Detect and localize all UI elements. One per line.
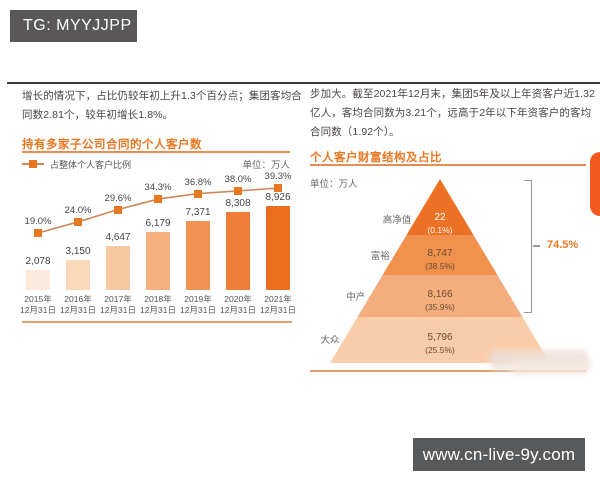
pyramid-chart-bottom-rule — [310, 370, 586, 372]
trend-point-label: 34.3% — [144, 182, 172, 194]
trend-marker — [274, 184, 282, 192]
trend-point-label: 29.6% — [104, 192, 132, 204]
trend-marker — [154, 195, 162, 204]
pyramid-chart-title: 个人客户财富结构及占比 — [310, 152, 442, 164]
pyramid-tier — [357, 275, 523, 317]
x-axis-label: 2015年 12月31日 — [20, 294, 56, 315]
paragraph-line: 增长的情况下，占比仍较年初上升1.3个百分点；集团客均合 — [22, 90, 302, 102]
bar — [266, 206, 290, 290]
trend-marker — [194, 189, 202, 198]
trend-point-label: 19.0% — [24, 216, 52, 227]
bar-value-label: 8,308 — [225, 198, 251, 209]
bar-value-label: 4,647 — [105, 232, 131, 243]
blurred-watermark — [510, 360, 590, 374]
bar-chart-bottom-rule — [22, 321, 292, 323]
pyramid-category-label: 大众 — [320, 335, 340, 346]
paragraph-line: 步加大。截至2021年12月末，集团5年及以上年资客户近1.32 — [310, 88, 596, 100]
trend-line — [37, 187, 279, 234]
legend-label: 占整体个人客户比例 — [50, 159, 132, 170]
pyramid-tier-label: 8,747 (38.5%) — [425, 248, 455, 271]
page-top-rule — [7, 82, 600, 84]
x-axis-label: 2020年 12月31日 — [220, 294, 256, 315]
x-axis-label: 2019年 12月31日 — [180, 294, 216, 315]
bar — [66, 260, 90, 290]
line-legend-icon — [22, 160, 44, 168]
x-axis-label: 2017年 12月31日 — [100, 294, 136, 315]
bar — [146, 232, 170, 290]
bar-chart-title-rule — [22, 151, 290, 153]
pyramid-tier-label: 22 (0.1%) — [427, 212, 453, 235]
trend-marker — [114, 205, 122, 214]
bar-value-label: 3,150 — [65, 246, 91, 257]
bar-value-label: 8,926 — [265, 192, 291, 203]
trend-point-label: 24.0% — [64, 204, 92, 216]
right-paragraph: 步加大。截至2021年12月末，集团5年及以上年资客户近1.32 亿人，客均合同… — [310, 85, 596, 142]
website-watermark-bar: www.cn-live-9y.com — [413, 438, 585, 471]
pyramid-category-label: 高净值 — [382, 215, 412, 226]
x-axis-label: 2016年 12月31日 — [60, 294, 96, 315]
pyramid-category-label: 富裕 — [370, 251, 390, 262]
bar — [186, 221, 210, 290]
bar — [26, 270, 50, 290]
bar-value-label: 2,078 — [25, 256, 51, 267]
pyramid-chart-title-rule — [310, 164, 586, 166]
bar-chart-legend-row: 占整体个人客户比例 单位：万人 — [22, 157, 290, 171]
bar — [106, 246, 130, 290]
wealth-pyramid: 22 (0.1%) 高净值 8,747 (38.5%) 富裕 8,166 (35.9%) 中产 5… — [321, 179, 550, 363]
bar-chart-unit-label: 单位：万人 — [242, 160, 290, 171]
paragraph-line: 同数2.81个，较年初增长1.8%。 — [22, 109, 174, 121]
trend-marker — [34, 229, 42, 237]
x-axis-label: 2021年 12月31日 — [260, 294, 296, 315]
trend-point-label: 36.8% — [184, 176, 212, 188]
pyramid-bracket-tick — [533, 245, 540, 247]
pyramid-chart-unit-label: 单位：万人 — [310, 179, 358, 190]
pyramid-tier-label: 5,796 (25.5%) — [425, 332, 455, 355]
pyramid-tier-label: 8,166 (35.9%) — [425, 289, 455, 312]
paragraph-line: 合同数（1.92个）。 — [310, 126, 400, 138]
left-paragraph: 增长的情况下，占比仍较年初上升1.3个百分点；集团客均合 同数2.81个，较年初… — [22, 87, 302, 125]
bar-line-chart-plot: 2,078 2015年 12月31日 3,150 2016年 12月31日 4,647 201… — [8, 171, 296, 325]
pyramid-bracket-label: 74.5% — [547, 239, 579, 251]
tg-watermark-badge: TG: MYYJJPP — [10, 10, 137, 42]
paragraph-line: 亿人，客均合同数为3.21个，远高于2年以下年资客户的客均 — [310, 107, 592, 119]
bar-value-label: 6,179 — [145, 218, 171, 229]
trend-point-label: 38.0% — [224, 173, 252, 185]
trend-marker — [74, 217, 82, 226]
bar-chart-title: 持有多家子公司合同的个人客户数 — [22, 139, 202, 151]
x-axis-label: 2018年 12月31日 — [140, 294, 176, 315]
bar — [226, 212, 250, 290]
edge-watermark-fragment — [590, 152, 600, 216]
pyramid-category-label: 中产 — [346, 292, 366, 303]
bar-value-label: 7,371 — [185, 207, 211, 218]
pyramid-bracket — [524, 180, 532, 313]
trend-marker — [234, 186, 242, 195]
trend-point-label: 39.3% — [264, 171, 292, 183]
line-legend-square — [29, 160, 37, 168]
